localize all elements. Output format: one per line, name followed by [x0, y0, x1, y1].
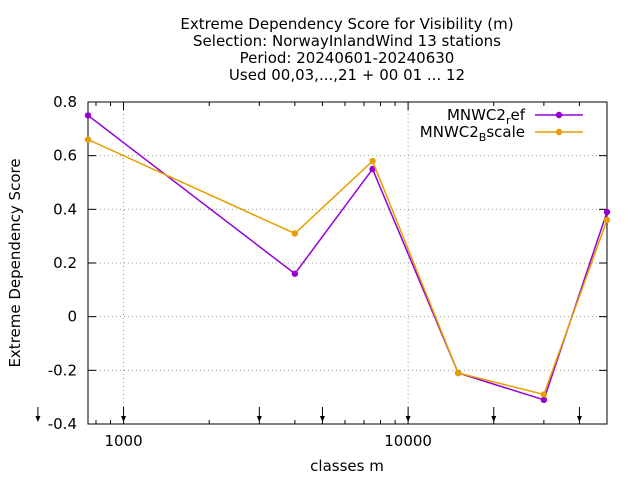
y-tick-label: 0.6 — [53, 147, 77, 165]
chart-title: Selection: NorwayInlandWind 13 stations — [193, 32, 501, 50]
data-point — [603, 208, 611, 216]
legend-text: MNWC2 — [447, 106, 506, 124]
legend-text: scale — [486, 123, 525, 141]
data-point — [455, 369, 462, 377]
y-tick-label: 0 — [67, 308, 77, 326]
data-point — [540, 391, 548, 398]
marker-arrow-head — [405, 416, 411, 422]
chart-title: Used 00,03,...,21 + 00 01 ... 12 — [229, 66, 465, 84]
data-point — [84, 136, 92, 143]
data-point — [291, 270, 299, 277]
legend-swatch-point — [555, 128, 563, 136]
marker-arrow-head — [35, 416, 41, 422]
y-tick-label: -0.4 — [48, 415, 77, 433]
x-tick-label: 10000 — [384, 432, 432, 450]
y-tick-label: 0.8 — [53, 93, 77, 111]
chart-title: Period: 20240601-20240630 — [240, 49, 455, 67]
legend-label: MNWC2ref — [447, 106, 526, 127]
data-point — [603, 216, 611, 224]
marker-arrow-head — [319, 416, 325, 422]
plot-frame — [87, 101, 608, 425]
x-tick-label: 1000 — [104, 432, 142, 450]
marker-arrow-head — [576, 416, 582, 422]
data-point — [84, 112, 92, 119]
data-point — [369, 165, 376, 173]
y-tick-label: 0.4 — [53, 200, 77, 218]
legend-text: B — [479, 131, 487, 144]
data-point — [291, 230, 299, 237]
chart-title: Extreme Dependency Score for Visibility … — [180, 15, 513, 33]
legend-text: MNWC2 — [420, 123, 479, 141]
legend-label: MNWC2Bscale — [420, 123, 525, 144]
legend-text: ef — [510, 106, 525, 124]
y-tick-label: 0.2 — [53, 254, 77, 272]
data-point — [369, 157, 376, 165]
marker-arrow-head — [491, 416, 497, 422]
data-point — [540, 396, 548, 404]
legend-text: r — [506, 114, 511, 127]
marker-arrow-head — [121, 416, 127, 422]
series-line — [87, 138, 608, 396]
legend-swatch-point — [555, 111, 563, 119]
marker-arrow-head — [256, 416, 262, 422]
y-tick-label: -0.2 — [48, 361, 77, 379]
y-axis-label: Extreme Dependency Score — [6, 158, 24, 367]
series-line — [87, 114, 608, 401]
x-axis-label: classes m — [310, 457, 384, 475]
